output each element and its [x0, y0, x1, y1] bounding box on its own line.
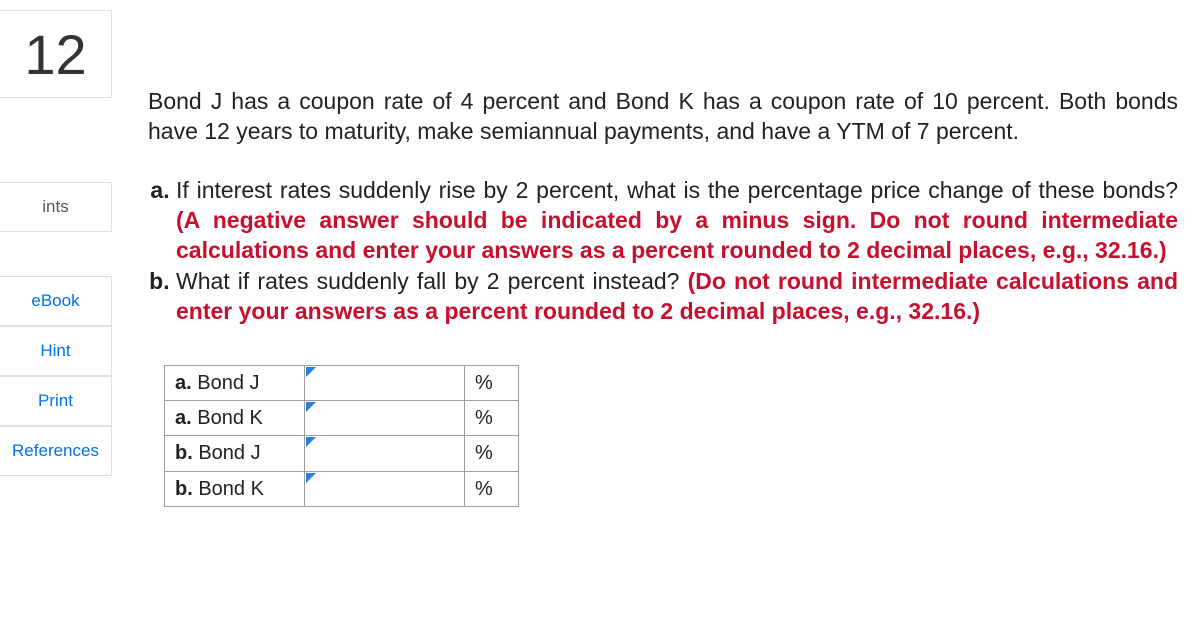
question-number: 12: [0, 10, 112, 98]
unit-label: %: [465, 400, 519, 435]
sidebar-item-hint[interactable]: Hint: [0, 326, 112, 376]
hint-triangle-icon: [306, 402, 316, 412]
hint-triangle-icon: [306, 367, 316, 377]
question-b-text: What if rates suddenly fall by 2 percent…: [176, 268, 688, 294]
question-b: What if rates suddenly fall by 2 percent…: [176, 266, 1178, 327]
row-label: b. Bond J: [165, 436, 305, 471]
hint-triangle-icon: [306, 437, 316, 447]
row-label: a. Bond K: [165, 400, 305, 435]
row-label: a. Bond J: [165, 365, 305, 400]
hint-triangle-icon: [306, 473, 316, 483]
answer-input-b-bond-k[interactable]: [305, 473, 464, 505]
answer-cell: [305, 365, 465, 400]
answer-input-a-bond-j[interactable]: [305, 367, 464, 399]
question-a-instruction: (A negative answer should be indicated b…: [176, 207, 1178, 263]
answer-input-a-bond-k[interactable]: [305, 402, 464, 434]
row-label: b. Bond K: [165, 471, 305, 506]
sidebar-item-points: ints: [0, 182, 112, 232]
table-row: a. Bond K %: [165, 400, 519, 435]
answer-cell: [305, 400, 465, 435]
table-row: b. Bond J %: [165, 436, 519, 471]
answer-cell: [305, 471, 465, 506]
table-row: b. Bond K %: [165, 471, 519, 506]
sidebar: ints eBook Hint Print References: [0, 182, 112, 476]
intro-paragraph: Bond J has a coupon rate of 4 percent an…: [148, 86, 1178, 147]
unit-label: %: [465, 436, 519, 471]
sidebar-item-references[interactable]: References: [0, 426, 112, 476]
question-content: Bond J has a coupon rate of 4 percent an…: [148, 86, 1178, 507]
question-a: If interest rates suddenly rise by 2 per…: [176, 175, 1178, 266]
answer-table: a. Bond J % a. Bond K % b. Bond J % b. B…: [164, 365, 519, 508]
answer-cell: [305, 436, 465, 471]
answer-input-b-bond-j[interactable]: [305, 437, 464, 469]
questions-list: If interest rates suddenly rise by 2 per…: [148, 175, 1178, 327]
table-row: a. Bond J %: [165, 365, 519, 400]
question-a-text: If interest rates suddenly rise by 2 per…: [176, 177, 1178, 203]
unit-label: %: [465, 365, 519, 400]
sidebar-item-ebook[interactable]: eBook: [0, 276, 112, 326]
unit-label: %: [465, 471, 519, 506]
sidebar-item-print[interactable]: Print: [0, 376, 112, 426]
